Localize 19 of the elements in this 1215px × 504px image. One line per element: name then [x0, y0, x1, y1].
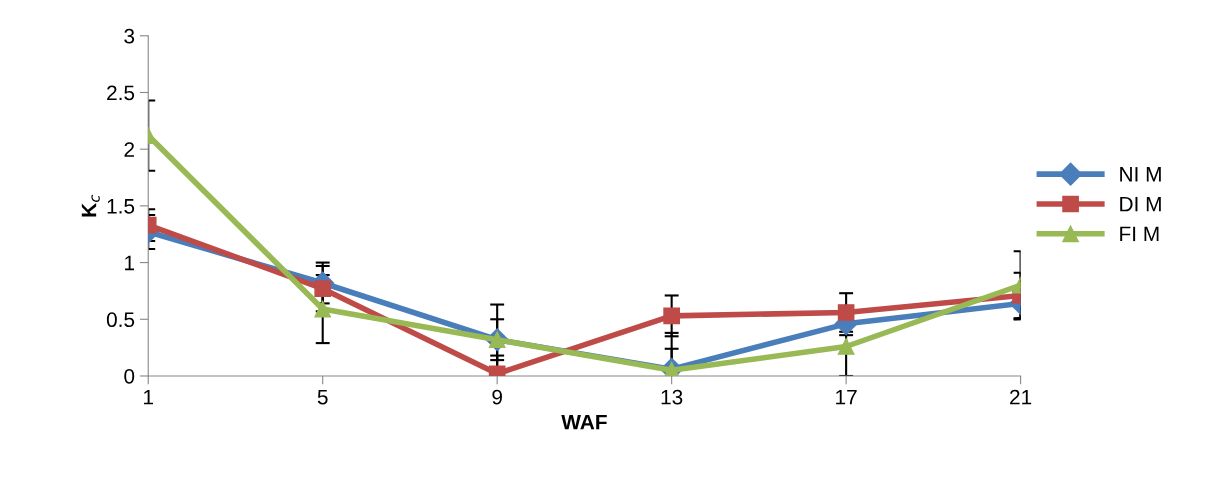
legend-label: FI M: [1120, 226, 1159, 242]
x-tick-label: 13: [661, 389, 683, 405]
x-tick-label: 9: [492, 389, 502, 405]
y-axis-title: K$_{c}$: [81, 194, 100, 217]
y-tick-label: 0.5: [106, 312, 135, 328]
y-tick-label: 0: [124, 368, 135, 384]
legend-label: DI M: [1120, 196, 1161, 212]
x-tick-label: 21: [1010, 389, 1032, 405]
legend-label: NI M: [1120, 167, 1161, 182]
y-tick-label: 1.5: [107, 199, 135, 214]
x-tick-label: 5: [317, 389, 328, 405]
y-tick-label: 2.5: [107, 85, 135, 101]
y-tick-label: 3: [124, 28, 135, 44]
y-tick-label: 2: [124, 142, 134, 157]
y-tick-label: 1: [125, 255, 135, 271]
x-tick-label: 1: [144, 389, 154, 405]
x-axis-title: WAF: [561, 414, 607, 430]
x-tick-label: 17: [836, 389, 857, 405]
point: [663, 307, 680, 325]
